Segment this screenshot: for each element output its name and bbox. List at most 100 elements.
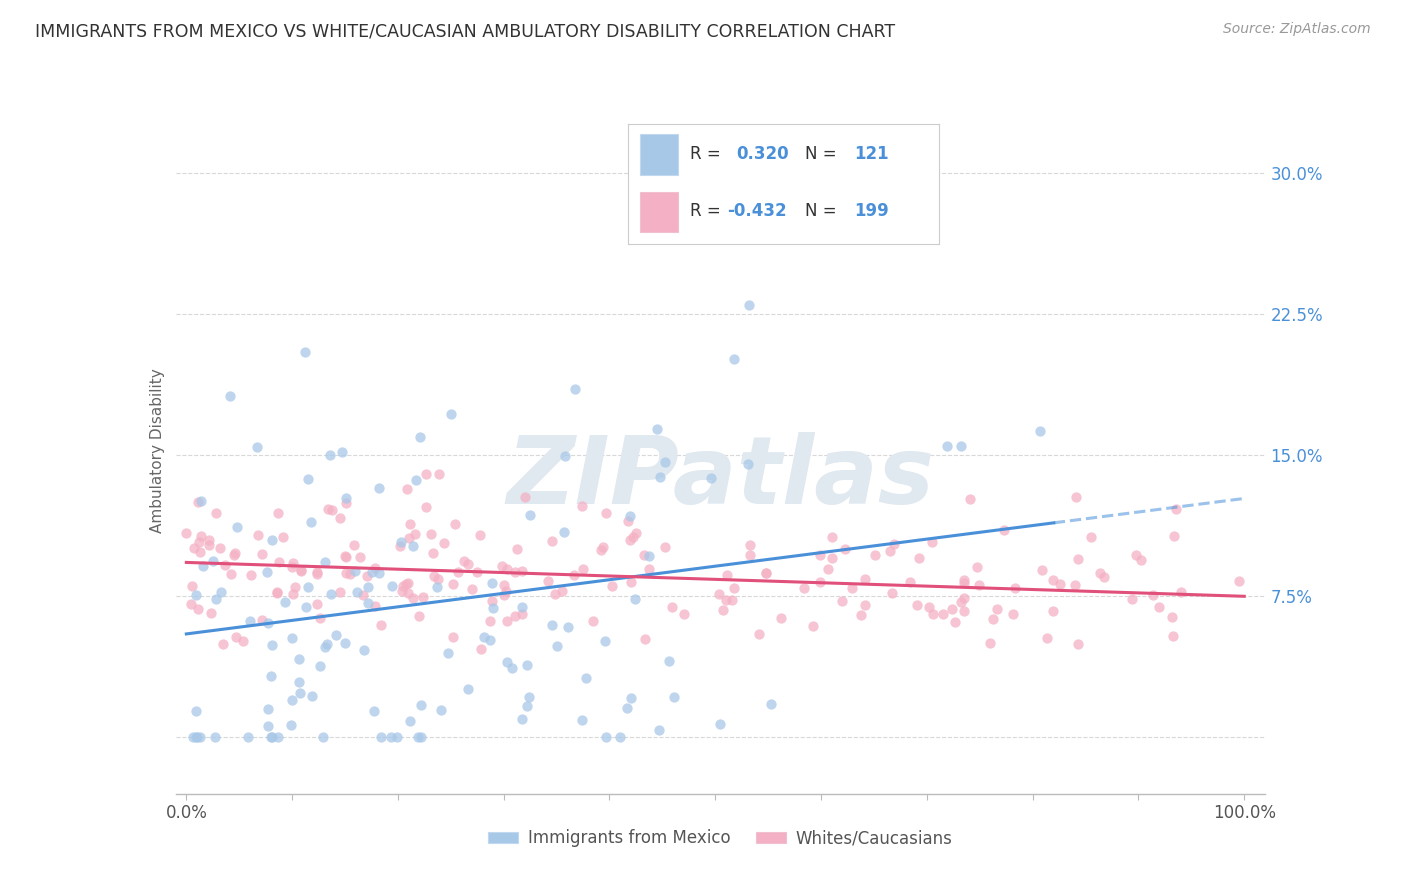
Point [943, 615, 966, 629]
Point [981, 612, 1004, 626]
Point [510, 607, 533, 622]
Point [1161, 609, 1184, 624]
Point [571, 499, 593, 513]
Point [402, 591, 425, 605]
Point [478, 632, 501, 647]
Point [620, 574, 643, 589]
Point [619, 509, 641, 524]
Point [308, 610, 330, 624]
Point [224, 546, 246, 560]
Point [950, 439, 973, 453]
Text: IMMIGRANTS FROM MEXICO VS WHITE/CAUCASIAN AMBULATORY DISABILITY CORRELATION CHAR: IMMIGRANTS FROM MEXICO VS WHITE/CAUCASIA… [35, 22, 896, 40]
Point [755, 566, 778, 580]
Point [256, 702, 278, 716]
Point [616, 514, 638, 528]
Point [664, 222, 686, 236]
Point [738, 298, 761, 312]
Point [582, 614, 605, 628]
Point [412, 590, 434, 604]
Point [447, 565, 470, 579]
Point [654, 455, 676, 469]
Point [396, 483, 419, 497]
Point [290, 563, 312, 577]
Point [510, 565, 533, 579]
Point [638, 562, 661, 576]
Point [1142, 588, 1164, 602]
Point [392, 579, 415, 593]
Point [658, 654, 681, 668]
Point [952, 604, 974, 618]
Point [329, 585, 352, 599]
Point [967, 578, 990, 592]
Point [516, 698, 538, 713]
Point [389, 534, 412, 549]
Point [309, 658, 332, 673]
Point [200, 606, 222, 620]
Point [880, 586, 903, 600]
Point [280, 718, 302, 732]
Point [288, 686, 311, 700]
Point [333, 549, 356, 564]
Point [256, 615, 278, 630]
Point [440, 407, 463, 421]
Point [769, 610, 792, 624]
Point [187, 495, 209, 509]
Point [506, 541, 529, 556]
Point [190, 529, 212, 543]
Point [301, 690, 323, 704]
Point [740, 538, 762, 552]
Point [404, 527, 426, 541]
Y-axis label: Ambulatory Disability: Ambulatory Disability [149, 368, 165, 533]
Point [1125, 548, 1147, 562]
Point [481, 576, 503, 591]
Point [609, 731, 631, 745]
Point [288, 652, 311, 666]
Point [256, 719, 278, 733]
Point [335, 636, 357, 650]
Text: R =: R = [690, 145, 725, 163]
Point [941, 602, 963, 616]
Point [1147, 599, 1170, 614]
Point [986, 602, 1008, 616]
Point [1004, 581, 1026, 595]
Point [720, 592, 742, 607]
Point [494, 588, 516, 602]
Point [363, 561, 385, 575]
Point [481, 593, 503, 607]
Point [953, 591, 976, 606]
Point [262, 731, 284, 745]
Point [312, 731, 335, 745]
Point [879, 544, 901, 558]
Point [592, 541, 614, 555]
Point [849, 608, 872, 623]
Point [267, 731, 290, 745]
Point [260, 638, 283, 652]
Point [465, 566, 488, 580]
Point [707, 587, 730, 601]
Point [470, 641, 492, 656]
Point [661, 599, 683, 614]
Point [755, 566, 778, 580]
Point [1067, 552, 1090, 566]
Text: N =: N = [806, 145, 842, 163]
Point [297, 580, 319, 594]
Point [1080, 530, 1102, 544]
Point [1042, 573, 1064, 587]
Point [399, 517, 422, 532]
Point [266, 585, 288, 599]
Point [575, 672, 598, 686]
Point [267, 506, 290, 520]
Point [307, 566, 329, 581]
Point [335, 496, 357, 510]
Point [808, 548, 831, 562]
Point [936, 439, 959, 453]
Point [381, 579, 404, 593]
Point [343, 538, 366, 552]
Text: R =: R = [690, 202, 725, 219]
Point [554, 449, 576, 463]
Point [1170, 585, 1192, 599]
Point [817, 562, 839, 576]
Point [344, 564, 367, 578]
Point [793, 581, 815, 595]
Point [501, 661, 523, 675]
